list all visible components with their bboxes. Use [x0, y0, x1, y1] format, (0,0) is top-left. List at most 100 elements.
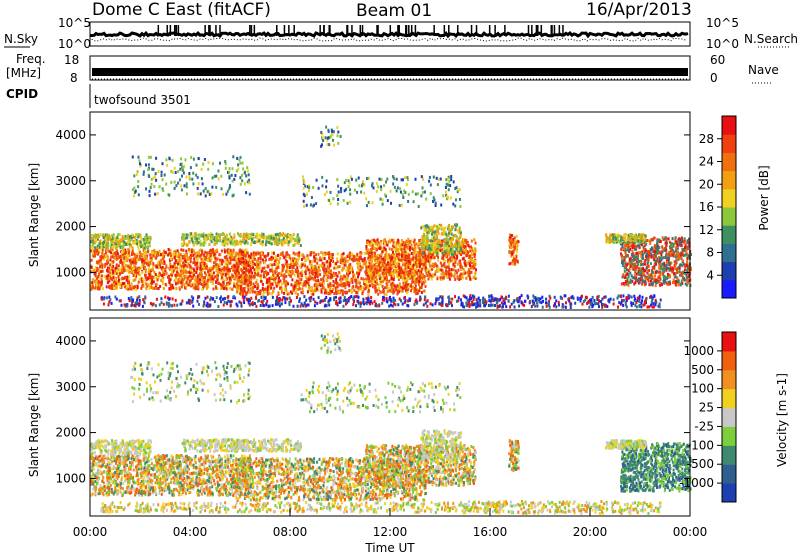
range-gate-cell — [326, 272, 329, 276]
range-gate-cell — [196, 275, 199, 279]
range-gate-cell — [403, 275, 406, 279]
range-gate-cell — [214, 275, 216, 279]
range-gate-cell — [184, 267, 187, 271]
range-gate-cell — [203, 240, 206, 244]
range-gate-cell — [113, 238, 116, 242]
range-gate-cell — [297, 272, 300, 276]
range-gate-cell — [156, 253, 159, 257]
range-gate-cell — [284, 282, 287, 285]
range-gate-cell — [448, 240, 451, 244]
range-gate-cell — [259, 252, 262, 256]
range-gate-cell — [323, 263, 326, 267]
range-gate-cell — [407, 274, 410, 278]
range-gate-cell — [268, 241, 271, 245]
range-gate-cell — [431, 232, 433, 236]
range-gate-cell — [282, 274, 285, 278]
range-gate-cell — [107, 270, 110, 274]
range-gate-cell — [418, 250, 421, 254]
range-gate-cell — [277, 236, 280, 240]
range-gate-cell — [201, 261, 204, 265]
range-gate-cell — [369, 279, 372, 283]
range-gate-cell — [343, 266, 346, 270]
range-gate-cell — [327, 292, 330, 296]
range-gate-cell — [204, 250, 207, 254]
range-gate-cell — [357, 275, 359, 279]
range-gate-cell — [447, 270, 450, 274]
range-gate-cell — [171, 273, 174, 277]
range-gate-cell — [250, 240, 253, 243]
range-gate-cell — [292, 233, 295, 237]
range-gate-cell — [391, 248, 393, 251]
range-gate-cell — [304, 283, 307, 287]
range-gate-cell — [159, 273, 162, 277]
range-gate-cell — [184, 259, 187, 263]
range-gate-cell — [193, 268, 196, 272]
range-gate-cell — [259, 242, 262, 246]
range-gate-cell — [195, 271, 198, 274]
range-gate-cell — [415, 258, 418, 262]
range-gate-cell — [420, 270, 423, 274]
range-gate-cell — [448, 243, 450, 247]
range-gate-cell — [246, 278, 249, 282]
range-gate-cell — [314, 272, 317, 275]
range-gate-cell — [99, 245, 101, 249]
range-gate-cell — [435, 245, 438, 248]
range-gate-cell — [419, 259, 422, 263]
range-gate-cell — [292, 244, 295, 247]
range-gate-cell — [385, 250, 388, 254]
range-gate-cell — [255, 259, 258, 263]
range-gate-cell — [402, 274, 405, 278]
range-gate-cell — [231, 287, 234, 291]
range-gate-cell — [174, 273, 177, 277]
range-gate-cell — [182, 248, 185, 252]
range-gate-cell — [117, 275, 120, 279]
range-gate-cell — [173, 251, 175, 255]
range-gate-cell — [279, 256, 282, 260]
range-gate-cell — [102, 236, 105, 240]
freq-nave-panel: Freq. [MHz] 18 8 60 0 Nave CPID twofsoun… — [6, 52, 779, 108]
range-gate-cell — [130, 236, 133, 240]
range-gate-cell — [213, 253, 216, 257]
range-gate-cell — [123, 281, 126, 285]
range-gate-cell — [126, 258, 129, 262]
range-gate-cell — [156, 278, 159, 282]
range-gate-cell — [298, 278, 301, 282]
range-gate-cell — [449, 270, 452, 274]
range-gate-cell — [298, 254, 301, 258]
range-gate-cell — [243, 265, 246, 269]
range-gate-cell — [207, 304, 209, 308]
range-gate-cell — [109, 273, 112, 277]
range-gate-cell — [473, 302, 476, 306]
range-gate-cell — [205, 263, 208, 267]
range-gate-cell — [211, 274, 214, 278]
range-gate-cell — [346, 277, 349, 281]
range-gate-cell — [468, 271, 471, 275]
range-gate-cell — [331, 284, 334, 287]
freq-tick-high: 18 — [64, 53, 79, 67]
range-gate-cell — [278, 238, 281, 242]
range-gate-cell — [203, 284, 206, 288]
range-gate-cell — [448, 261, 451, 265]
range-gate-cell — [362, 277, 365, 281]
range-gate-cell — [321, 264, 324, 268]
range-gate-cell — [266, 299, 269, 303]
range-gate-cell — [319, 284, 322, 288]
freq-unit-label: [MHz] — [6, 66, 41, 80]
range-gate-cell — [116, 249, 119, 253]
range-gate-cell — [238, 286, 241, 290]
range-gate-cell — [467, 244, 470, 248]
range-gate-cell — [256, 232, 259, 236]
range-gate-cell — [243, 266, 246, 270]
range-gate-cell — [281, 269, 284, 273]
range-gate-cell — [400, 289, 402, 293]
range-gate-cell — [338, 271, 341, 275]
range-gate-cell — [316, 268, 318, 272]
range-gate-cell — [426, 256, 429, 260]
range-gate-cell — [199, 239, 202, 243]
range-gate-cell — [289, 274, 292, 278]
range-gate-cell — [127, 297, 130, 300]
range-gate-cell — [210, 296, 212, 300]
range-gate-cell — [187, 300, 190, 304]
range-gate-cell — [203, 257, 206, 261]
